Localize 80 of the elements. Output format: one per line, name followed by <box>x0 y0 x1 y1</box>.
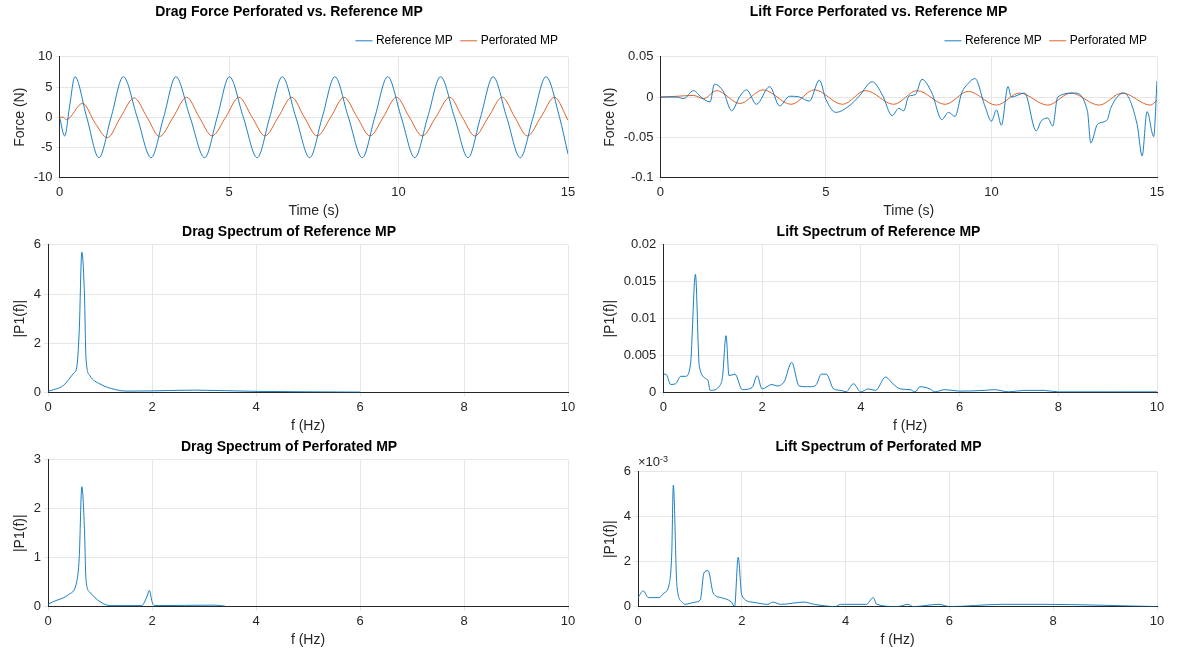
x-tick-label: 10 <box>391 183 406 199</box>
y-tick-label: 0 <box>649 384 657 400</box>
y-axis-title: |P1(f)| <box>11 514 28 553</box>
x-tick-label: 15 <box>1149 183 1165 199</box>
y-tick-label: 0.05 <box>628 48 654 64</box>
x-tick-label: 4 <box>252 612 260 628</box>
line-series <box>48 251 361 393</box>
y-tick-label: 4 <box>623 508 632 524</box>
y-tick-label: 0.005 <box>623 347 657 363</box>
x-tick-label: 10 <box>560 612 576 628</box>
x-axis-title: f (Hz) <box>290 417 326 434</box>
y-tick-label: 0.015 <box>623 273 657 289</box>
line-series <box>48 486 226 607</box>
y-tick-label: 0 <box>646 88 654 104</box>
x-tick-label: 2 <box>148 612 156 628</box>
x-tick-label: 10 <box>560 398 576 414</box>
y-tick-label: 1 <box>33 549 42 565</box>
legend-label: Perforated MP <box>480 33 559 48</box>
y-tick-label: 2 <box>623 553 632 569</box>
y-tick-label: 3 <box>33 451 42 467</box>
legend-label: Reference MP <box>375 33 453 48</box>
chart-title: Drag Spectrum of Perforated MP <box>180 438 398 455</box>
x-tick-label: 10 <box>1149 398 1165 414</box>
y-tick-label: 6 <box>623 463 632 479</box>
x-tick-label: 8 <box>1049 612 1057 628</box>
y-axis-title: Force (N) <box>11 87 28 147</box>
x-tick-label: 6 <box>945 612 954 628</box>
chart-title: Lift Spectrum of Perforated MP <box>775 438 982 455</box>
y-tick-label: -0.1 <box>631 169 654 185</box>
x-tick-label: 2 <box>738 612 746 628</box>
y-tick-label: 6 <box>33 236 42 252</box>
x-tick-label: 8 <box>460 398 468 414</box>
x-axis-title: f (Hz) <box>893 417 928 434</box>
y-tick-label: 0 <box>33 384 42 400</box>
legend-label: Reference MP <box>964 33 1042 48</box>
y-axis-title: |P1(f)| <box>601 520 618 559</box>
x-tick-label: 0 <box>55 183 64 199</box>
y-tick-label: 0.01 <box>631 310 657 326</box>
x-tick-label: 2 <box>758 398 766 414</box>
line-series <box>59 96 568 139</box>
chart-title: Drag Force Perforated vs. Reference MP <box>155 3 423 20</box>
x-tick-label: 10 <box>984 183 999 199</box>
legend-label: Perforated MP <box>1069 33 1148 48</box>
y-tick-label: 0 <box>45 108 53 124</box>
y-tick-label: 5 <box>45 78 53 94</box>
x-tick-label: 0 <box>659 398 667 414</box>
x-tick-label: 5 <box>225 183 233 199</box>
x-axis-title: f (Hz) <box>290 631 326 648</box>
x-tick-label: 6 <box>356 612 364 628</box>
y-tick-label: 0 <box>33 598 42 614</box>
y-axis-title: |P1(f)| <box>601 299 618 338</box>
chart-title: Drag Spectrum of Reference MP <box>182 223 396 240</box>
x-tick-label: 5 <box>822 183 830 199</box>
x-tick-label: 4 <box>252 398 260 414</box>
y-axis-title: |P1(f)| <box>11 299 28 338</box>
y-tick-label: 0 <box>623 598 632 614</box>
y-tick-label: 2 <box>33 334 42 350</box>
x-tick-label: 10 <box>1149 612 1165 628</box>
x-axis-title: Time (s) <box>288 202 340 219</box>
x-tick-label: 15 <box>560 183 576 199</box>
x-tick-label: 4 <box>842 612 850 628</box>
x-tick-label: 6 <box>356 398 364 414</box>
y-tick-label: -5 <box>41 138 53 154</box>
line-series <box>59 76 568 159</box>
x-tick-label: 8 <box>460 612 468 628</box>
y-tick-label: 2 <box>33 500 42 516</box>
y-tick-label: 10 <box>38 48 53 64</box>
y-tick-label: 0.02 <box>631 236 657 252</box>
y-axis-title: Force (N) <box>601 87 618 147</box>
x-tick-label: 2 <box>148 398 156 414</box>
x-tick-label: 6 <box>955 398 964 414</box>
chart-title: Lift Spectrum of Reference MP <box>776 223 981 240</box>
y-tick-label: -0.05 <box>623 128 654 144</box>
y-tick-label: 4 <box>33 285 42 301</box>
x-tick-label: 4 <box>857 398 865 414</box>
x-axis-title: Time (s) <box>883 202 935 219</box>
x-tick-label: 8 <box>1054 398 1062 414</box>
chart-title: Lift Force Perforated vs. Reference MP <box>749 3 1008 20</box>
y-tick-label: -10 <box>33 169 53 185</box>
x-axis-title: f (Hz) <box>880 631 915 648</box>
